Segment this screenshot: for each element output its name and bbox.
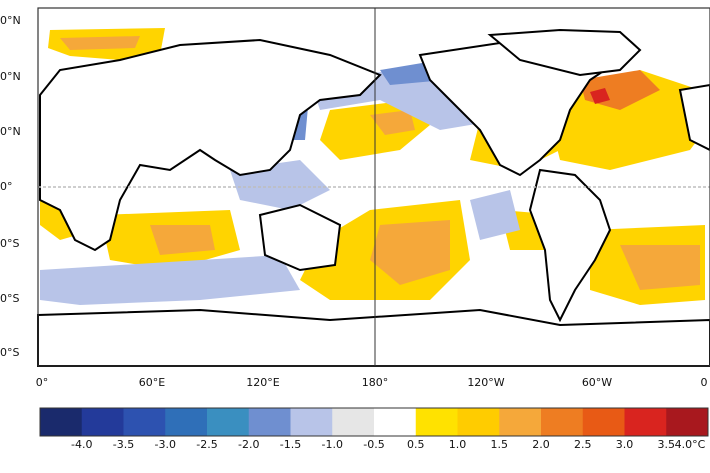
colorbar-swatch bbox=[81, 408, 124, 436]
lon-label-120w: 120°W bbox=[467, 376, 505, 389]
colorbar-label: -3.5 bbox=[112, 438, 135, 451]
colorbar-label: -2.5 bbox=[196, 438, 218, 451]
lat-label-40n: 0°N bbox=[0, 70, 21, 83]
lat-label-60s: 0°S bbox=[0, 346, 20, 359]
colorbar-swatch bbox=[624, 408, 667, 436]
n-pacific-orange bbox=[370, 110, 415, 135]
colorbar-label: 0.5 bbox=[407, 438, 425, 451]
lon-label-60w: 60°W bbox=[581, 376, 613, 389]
s-pacific-orange bbox=[370, 220, 450, 285]
indian-orange bbox=[150, 225, 215, 255]
lon-label-0: 0° bbox=[35, 376, 49, 389]
warm-anomaly-patches bbox=[40, 28, 705, 305]
colorbar-swatch bbox=[541, 408, 584, 436]
colorbar bbox=[39, 407, 709, 437]
colorbar-swatch bbox=[666, 408, 709, 436]
southern-ocean-blue bbox=[40, 255, 300, 305]
colorbar-swatch bbox=[248, 408, 291, 436]
colorbar-label: -3.0 bbox=[154, 438, 176, 451]
colorbar-label: 2.0 bbox=[532, 438, 550, 451]
colorbar-label: -1.0 bbox=[321, 438, 343, 451]
colorbar-border bbox=[39, 407, 709, 437]
n-atlantic-red bbox=[590, 88, 610, 104]
colorbar-swatch bbox=[582, 408, 625, 436]
colorbar-swatch bbox=[290, 408, 333, 436]
colorbar-swatch bbox=[457, 408, 500, 436]
arctic-orange-patch bbox=[60, 36, 140, 50]
lat-label-eq: 0° bbox=[0, 180, 13, 193]
colorbar-label: 3.5 bbox=[657, 438, 676, 451]
land-n-africa-cap bbox=[678, 83, 710, 152]
colorbar-label: -4.0 bbox=[71, 438, 93, 451]
lat-label-20s: 0°S bbox=[0, 237, 20, 250]
continents bbox=[37, 28, 710, 367]
e-pacific-blue bbox=[470, 190, 520, 240]
land-africa-europe-asia bbox=[39, 38, 382, 252]
colorbar-swatch bbox=[165, 408, 208, 436]
colorbar-label: 4.0°C bbox=[674, 438, 706, 451]
colorbar-swatch bbox=[207, 408, 250, 436]
land-greenland bbox=[487, 28, 642, 77]
colorbar-label: -1.5 bbox=[279, 438, 302, 451]
lat-label-40s: 0°S bbox=[0, 292, 20, 305]
colorbar-label: 2.5 bbox=[574, 438, 592, 451]
colorbar-label: -0.5 bbox=[363, 438, 385, 451]
map-frame bbox=[37, 7, 710, 367]
colorbar-label: -2.0 bbox=[238, 438, 260, 451]
colorbar-swatch bbox=[374, 408, 417, 436]
land-australia bbox=[258, 203, 342, 272]
s-atlantic-orange bbox=[620, 245, 700, 290]
colorbar-swatch bbox=[499, 408, 542, 436]
lon-label-180: 180° bbox=[361, 376, 389, 389]
lon-label-120e: 120°E bbox=[246, 376, 280, 389]
colorbar-swatch bbox=[332, 408, 375, 436]
land-south-america bbox=[528, 168, 612, 323]
colorbar-label: 3.0 bbox=[615, 438, 634, 451]
colorbar-label: 1.5 bbox=[490, 438, 509, 451]
lat-label-20n: 0°N bbox=[0, 125, 21, 138]
lon-label-0-right: 0 bbox=[700, 376, 708, 389]
lon-label-60e: 60°E bbox=[138, 376, 166, 389]
lat-label-60n: 0°N bbox=[0, 14, 21, 27]
colorbar-swatch bbox=[40, 408, 83, 436]
colorbar-swatch bbox=[123, 408, 166, 436]
colorbar-swatch bbox=[415, 408, 458, 436]
colorbar-label: 1.0 bbox=[448, 438, 467, 451]
